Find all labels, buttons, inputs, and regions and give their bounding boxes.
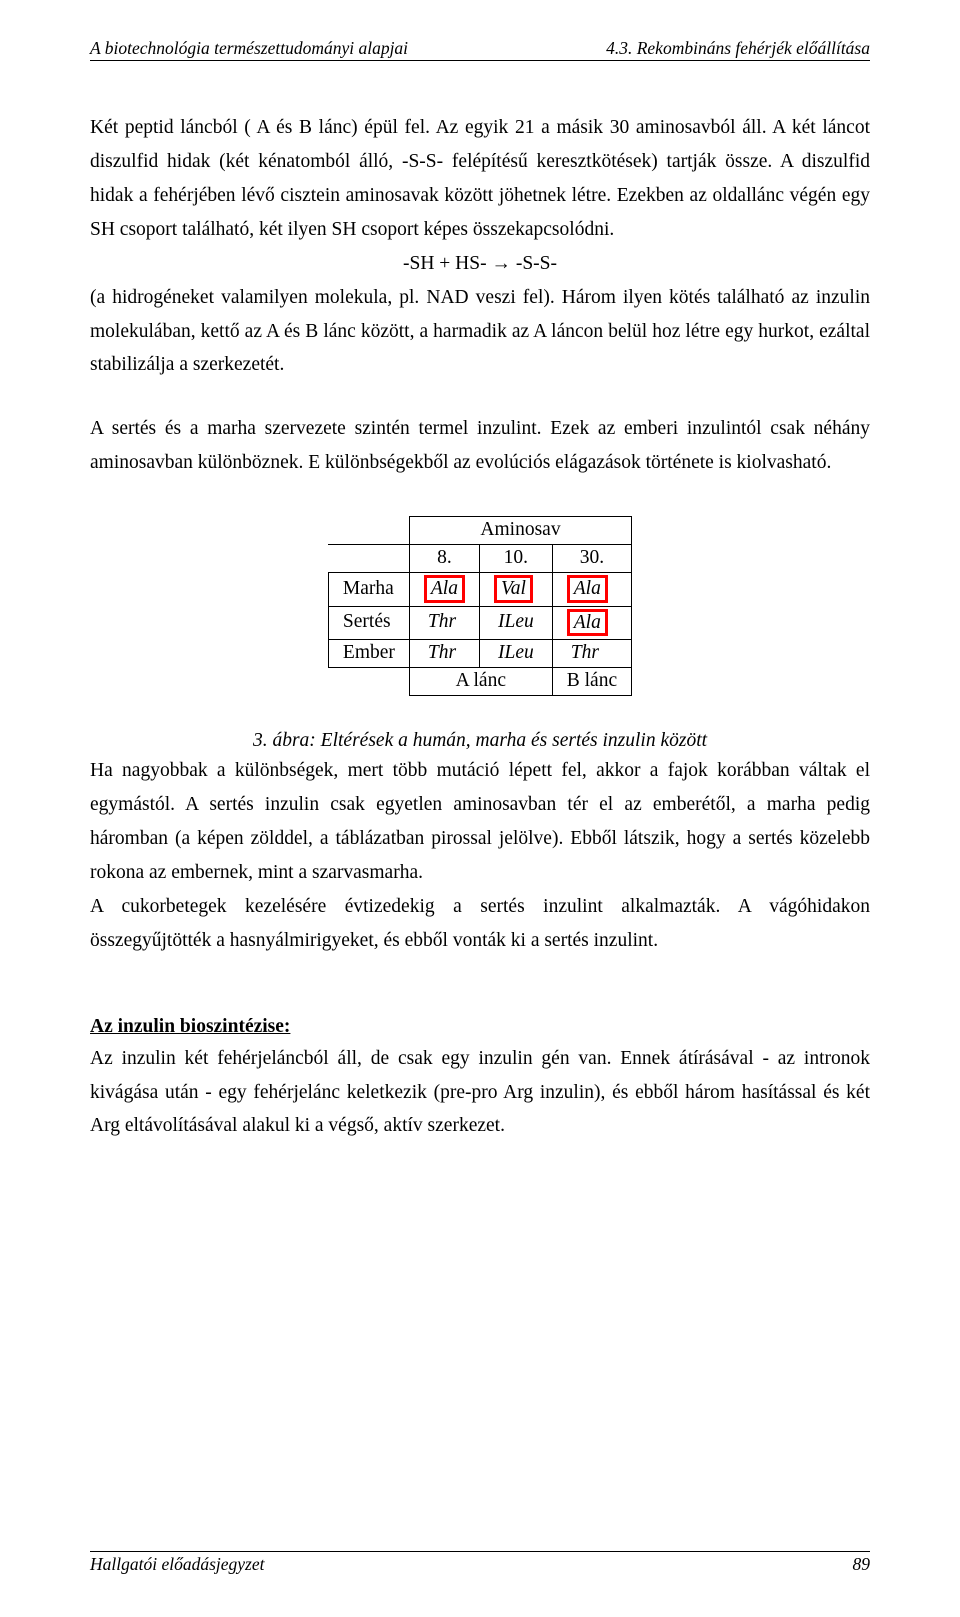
cell: ILeu (479, 640, 552, 668)
table-empty-cell (328, 517, 409, 545)
cell: Ala (552, 606, 631, 639)
table-row: Marha Ala Val Ala (328, 573, 631, 606)
section-title-bioszintezise: Az inzulin bioszintézise: (90, 1016, 870, 1038)
chemical-equation: -SH + HS- → -S-S- (90, 247, 870, 281)
table-col-30: 30. (552, 545, 631, 573)
cell: Ala (552, 573, 631, 606)
cell: ILeu (479, 606, 552, 639)
table-top-label: Aminosav (409, 517, 631, 545)
plain-cell: Thr (424, 642, 460, 663)
para1-text-b: (a hidrogéneket valamilyen molekula, pl.… (90, 287, 870, 376)
header-right: 4.3. Rekombináns fehérjék előállítása (606, 38, 870, 59)
highlighted-cell: Ala (567, 575, 608, 602)
amino-table: Aminosav 8. 10. 30. Marha Ala Val Ala Se… (328, 516, 632, 696)
row-name: Marha (328, 573, 409, 606)
highlighted-cell: Ala (424, 575, 465, 602)
page-footer: Hallgatói előadásjegyzet 89 (90, 1551, 870, 1575)
row-name: Ember (328, 640, 409, 668)
table-col-10: 10. (479, 545, 552, 573)
row-name: Sertés (328, 606, 409, 639)
table-bottom-a-lanc: A lánc (409, 668, 552, 696)
paragraph-1: Két peptid láncból ( A és B lánc) épül f… (90, 111, 870, 382)
cell: Val (479, 573, 552, 606)
para1-text-a: Két peptid láncból ( A és B lánc) épül f… (90, 117, 870, 240)
paragraph-3b: A cukorbetegek kezelésére évtizedekig a … (90, 890, 870, 958)
paragraph-2: A sertés és a marha szervezete szintén t… (90, 412, 870, 480)
table-empty-cell (328, 668, 409, 696)
cell: Thr (409, 606, 479, 639)
table-empty-cell (328, 545, 409, 573)
table-col-8: 8. (409, 545, 479, 573)
highlighted-cell: Ala (567, 609, 608, 636)
cell: Ala (409, 573, 479, 606)
cell: Thr (552, 640, 631, 668)
cell: Thr (409, 640, 479, 668)
footer-page-number: 89 (853, 1554, 871, 1575)
plain-cell: Thr (567, 642, 603, 663)
plain-cell: ILeu (494, 642, 538, 663)
paragraph-4: Az inzulin két fehérjeláncból áll, de cs… (90, 1042, 870, 1144)
table-row: Ember Thr ILeu Thr (328, 640, 631, 668)
footer-left: Hallgatói előadásjegyzet (90, 1554, 265, 1575)
paragraph-3: Ha nagyobbak a különbségek, mert több mu… (90, 754, 870, 890)
page-header: A biotechnológia természettudományi alap… (90, 38, 870, 61)
table-row: Sertés Thr ILeu Ala (328, 606, 631, 639)
figure-caption: 3. ábra: Eltérések a humán, marha és ser… (90, 730, 870, 752)
highlighted-cell: Val (494, 575, 533, 602)
amino-table-wrap: Aminosav 8. 10. 30. Marha Ala Val Ala Se… (90, 516, 870, 696)
plain-cell: Thr (424, 611, 460, 632)
plain-cell: ILeu (494, 611, 538, 632)
table-bottom-b-lanc: B lánc (552, 668, 631, 696)
header-left: A biotechnológia természettudományi alap… (90, 38, 408, 59)
